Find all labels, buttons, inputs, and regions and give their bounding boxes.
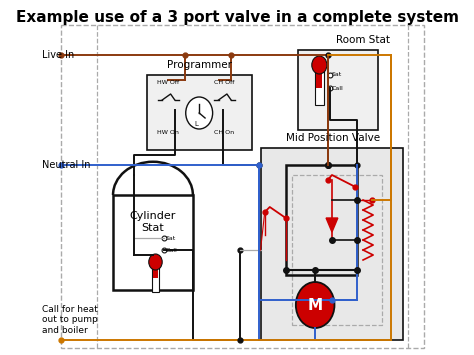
Text: M: M	[308, 297, 323, 312]
Circle shape	[186, 97, 213, 129]
Text: Mid Position Valve: Mid Position Valve	[286, 133, 380, 143]
Bar	[286, 165, 357, 275]
Bar	[261, 148, 403, 340]
Text: Sat: Sat	[332, 72, 342, 77]
Circle shape	[296, 282, 335, 328]
Text: CH On: CH On	[214, 131, 235, 136]
Polygon shape	[326, 218, 338, 232]
Text: Cylinder
Stat: Cylinder Stat	[130, 211, 176, 233]
Text: Neutral In: Neutral In	[42, 160, 91, 170]
Bar	[315, 65, 324, 105]
Text: Programmer: Programmer	[167, 60, 232, 70]
Text: Call for heat
out to pump
and boiler: Call for heat out to pump and boiler	[42, 305, 98, 335]
Circle shape	[149, 254, 162, 270]
Text: Room Stat: Room Stat	[337, 35, 391, 45]
Text: Sat: Sat	[165, 235, 176, 240]
Text: Live In: Live In	[42, 50, 74, 60]
Bar	[113, 195, 193, 290]
Bar	[153, 262, 158, 278]
Circle shape	[312, 56, 327, 74]
Text: L: L	[195, 121, 199, 127]
Text: Example use of a 3 port valve in a complete system: Example use of a 3 port valve in a compl…	[16, 10, 458, 25]
Bar	[317, 66, 322, 88]
Text: CH Off: CH Off	[214, 81, 235, 86]
Bar	[152, 262, 159, 292]
Bar	[298, 50, 378, 130]
Text: HW Off: HW Off	[157, 81, 179, 86]
Bar	[147, 75, 252, 150]
Text: HW On: HW On	[157, 131, 179, 136]
Text: Call: Call	[165, 247, 177, 252]
Bar	[292, 175, 383, 325]
Text: Call: Call	[332, 86, 344, 91]
